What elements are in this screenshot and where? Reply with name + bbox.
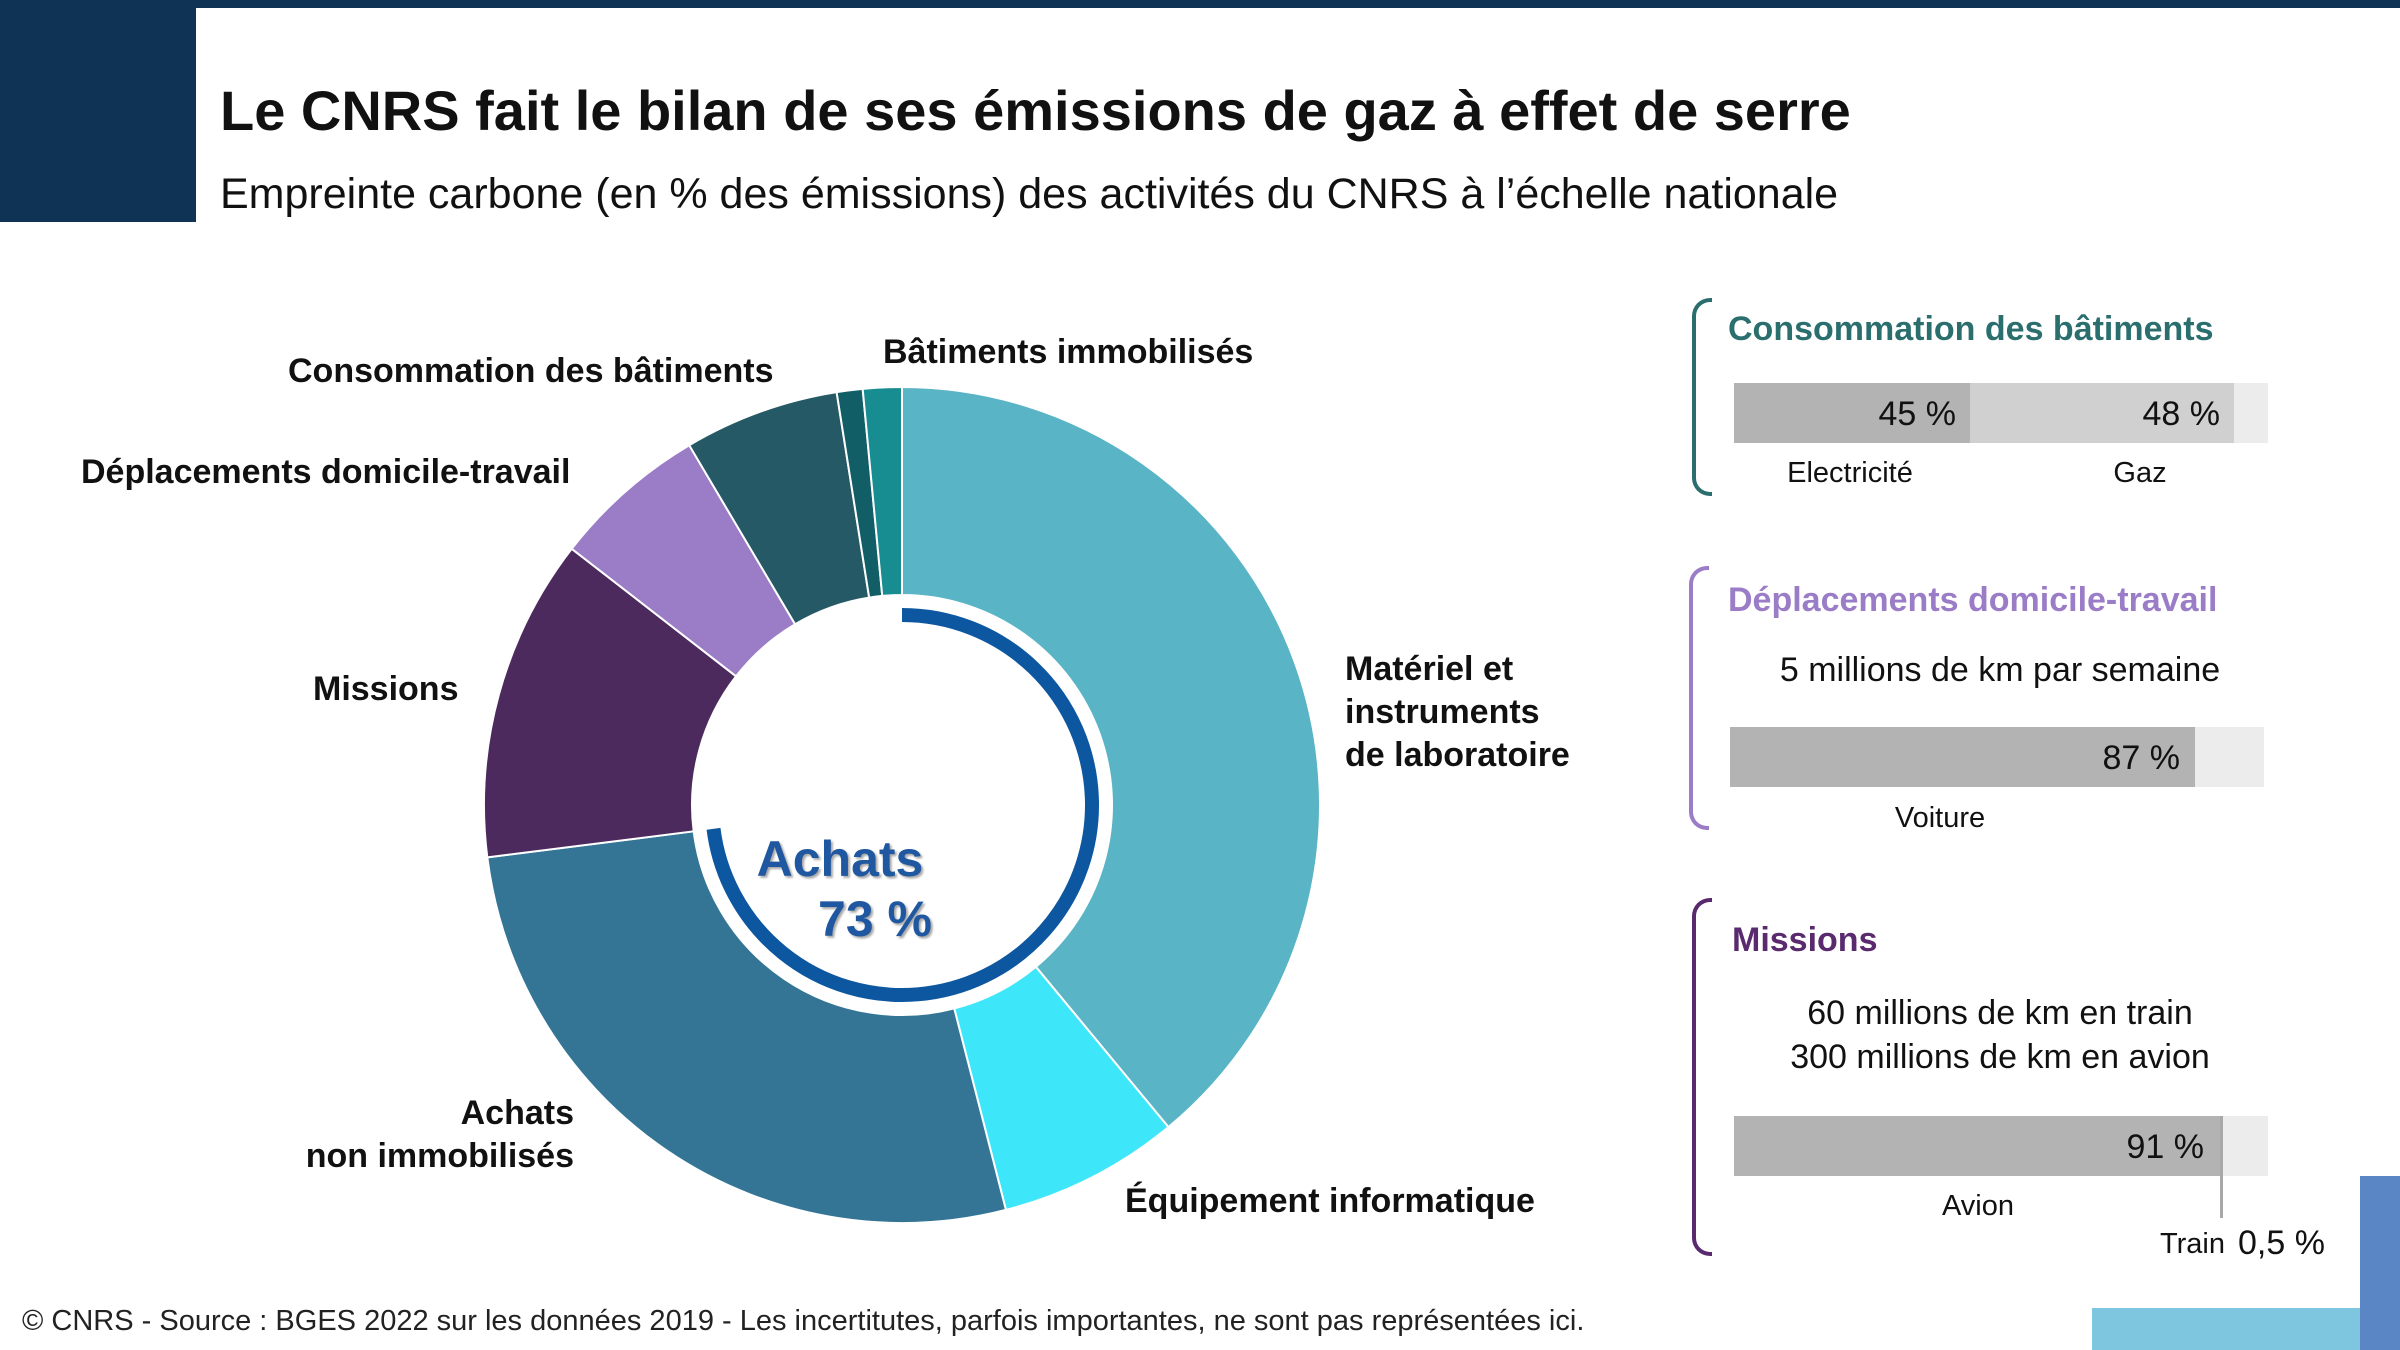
footer-source: © CNRS - Source : BGES 2022 sur les donn… bbox=[22, 1305, 1585, 1337]
achats-center-arc bbox=[706, 608, 1099, 1002]
train-caption: Train bbox=[2160, 1228, 2225, 1260]
decorative-block-blue bbox=[2360, 1176, 2400, 1350]
deplacements-bracket bbox=[1689, 566, 1709, 830]
slice-label-achats-non-line1: Achats bbox=[460, 1094, 574, 1132]
train-bar bbox=[2220, 1116, 2223, 1176]
missions-text-train: 60 millions de km en train bbox=[1807, 994, 2193, 1032]
voiture-value: 87 % bbox=[2102, 739, 2181, 777]
train-value: 0,5 % bbox=[2238, 1224, 2325, 1262]
slice-label-materiel-line2: instruments bbox=[1345, 693, 1540, 731]
consommation-title: Consommation des bâtiments bbox=[1728, 310, 2214, 348]
gaz-value: 48 % bbox=[2142, 395, 2221, 433]
page-subtitle: Empreinte carbone (en % des émissions) d… bbox=[220, 170, 1839, 218]
slice-label-batiments: Bâtiments immobilisés bbox=[883, 333, 1254, 371]
donut-slice-3 bbox=[483, 547, 738, 859]
slice-label-consommation: Consommation des bâtiments bbox=[288, 352, 774, 390]
donut-chart bbox=[483, 385, 1321, 1224]
slice-label-achats-non-line2: non immobilisés bbox=[305, 1137, 574, 1175]
missions-bracket bbox=[1692, 898, 1712, 1256]
decorative-block-light bbox=[2092, 1308, 2362, 1350]
missions-title: Missions bbox=[1732, 921, 1878, 959]
slice-label-materiel: Matériel et instruments de laboratoire bbox=[1345, 648, 1570, 777]
slice-label-deplacements: Déplacements domicile-travail bbox=[81, 453, 571, 491]
deplacements-text: 5 millions de km par semaine bbox=[1779, 651, 2221, 689]
electricite-bar bbox=[1734, 383, 1970, 443]
deplacements-title: Déplacements domicile-travail bbox=[1728, 581, 2218, 619]
missions-text-avion: 300 millions de km en avion bbox=[1790, 1038, 2210, 1076]
consommation-bracket bbox=[1692, 298, 1712, 496]
top-bar bbox=[0, 0, 2400, 8]
avion-value: 91 % bbox=[2126, 1128, 2205, 1166]
voiture-caption: Voiture bbox=[1894, 802, 1986, 834]
gaz-caption: Gaz bbox=[2113, 457, 2167, 489]
slice-label-equipement: Équipement informatique bbox=[1125, 1182, 1535, 1220]
corner-block bbox=[0, 0, 196, 222]
train-leader-line bbox=[2220, 1176, 2223, 1218]
consommation-bar-track: 45 % 48 % bbox=[1734, 383, 2268, 443]
center-label-percent: 73 % bbox=[818, 891, 932, 947]
donut-slice-0 bbox=[901, 385, 1321, 1129]
donut-slices bbox=[483, 385, 1321, 1224]
slice-label-materiel-line3: de laboratoire bbox=[1345, 736, 1570, 774]
avion-bar bbox=[1734, 1116, 2220, 1176]
electricite-caption: Electricité bbox=[1787, 457, 1913, 489]
electricite-value: 45 % bbox=[1878, 395, 1957, 433]
deplacements-bar-track: 87 % bbox=[1730, 727, 2264, 787]
slice-label-achats-non: Achats non immobilisés bbox=[200, 1092, 574, 1178]
avion-caption: Avion bbox=[1941, 1190, 2015, 1222]
missions-bar-track: 91 % bbox=[1734, 1116, 2268, 1176]
slice-label-materiel-line1: Matériel et bbox=[1345, 650, 1514, 688]
voiture-bar bbox=[1730, 727, 2195, 787]
slice-label-missions: Missions bbox=[313, 670, 459, 708]
page-title: Le CNRS fait le bilan de ses émissions d… bbox=[220, 79, 1851, 142]
center-label-achats: Achats bbox=[756, 831, 924, 887]
gaz-bar bbox=[1970, 383, 2234, 443]
donut-slice-7 bbox=[861, 385, 903, 598]
donut-slice-2 bbox=[486, 830, 1008, 1224]
